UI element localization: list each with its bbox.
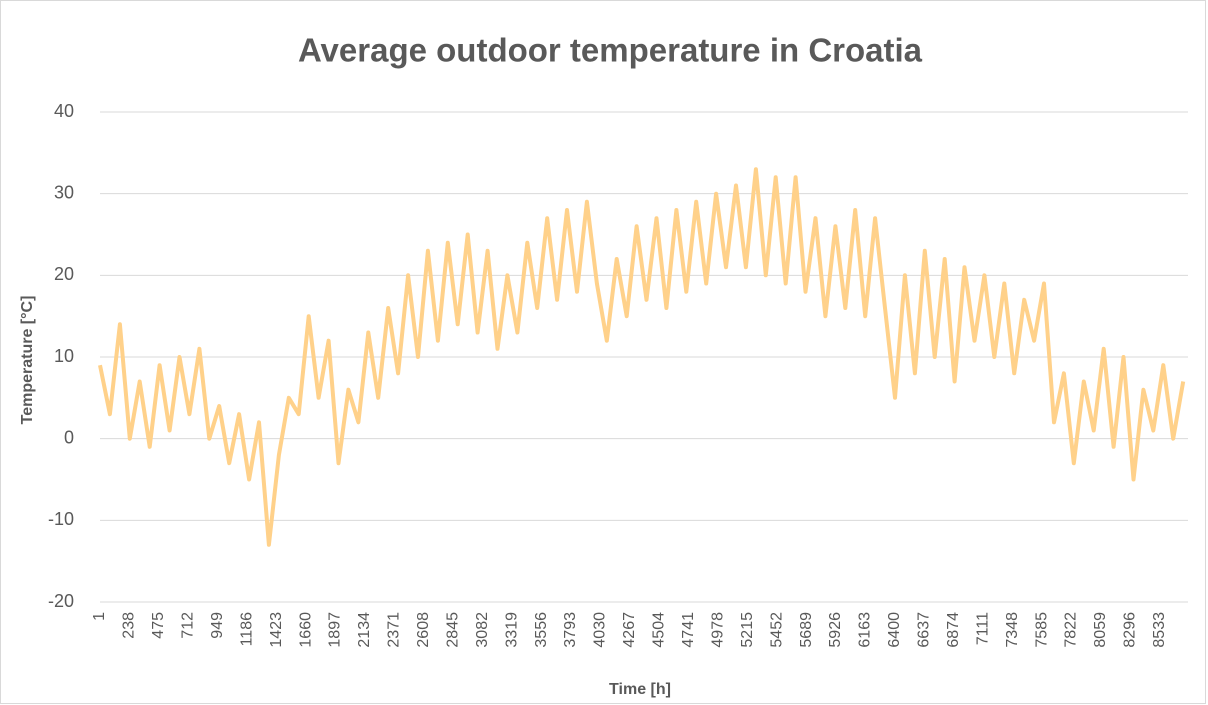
- y-tick-label: 0: [64, 427, 74, 447]
- x-tick-label: 1186: [238, 612, 255, 647]
- x-tick-label: 475: [150, 612, 167, 639]
- x-tick-label: 3082: [474, 612, 491, 648]
- y-tick-label: 10: [54, 346, 74, 366]
- x-tick-label: 949: [209, 612, 226, 639]
- y-tick-label: 40: [54, 101, 74, 121]
- x-tick-label: 5689: [798, 612, 815, 648]
- x-tick-label: 1: [91, 612, 108, 621]
- y-tick-label: 20: [54, 264, 74, 284]
- x-tick-label: 7111: [974, 612, 991, 645]
- x-tick-label: 8059: [1092, 612, 1109, 648]
- x-tick-label: 2134: [356, 612, 373, 648]
- x-tick-label: 238: [121, 612, 138, 639]
- x-tick-label: 2608: [415, 612, 432, 648]
- x-tick-label: 4030: [592, 612, 609, 648]
- x-tick-label: 5926: [827, 612, 844, 648]
- y-tick-label: -20: [48, 591, 74, 611]
- x-tick-label: 3319: [503, 612, 520, 648]
- x-tick-label: 7822: [1063, 612, 1080, 648]
- x-tick-label: 6400: [886, 612, 903, 648]
- x-tick-label: 1660: [297, 612, 314, 648]
- x-tick-label: 8533: [1151, 612, 1168, 648]
- x-tick-label: 6637: [916, 612, 933, 648]
- x-tick-label: 5452: [768, 612, 785, 648]
- temperature-line: [98, 167, 1186, 547]
- x-tick-label: 4978: [709, 612, 726, 648]
- x-tick-label: 7348: [1004, 612, 1021, 648]
- x-tick-label: 2371: [386, 612, 403, 648]
- chart-title: Average outdoor temperature in Croatia: [298, 32, 923, 69]
- x-tick-label: 5215: [739, 612, 756, 648]
- x-tick-label: 1423: [268, 612, 285, 648]
- y-axis-label: Temperature [°C]: [19, 296, 36, 425]
- x-tick-label: 4267: [621, 612, 638, 648]
- x-tick-label: 3556: [533, 612, 550, 648]
- x-tick-label: 8296: [1122, 612, 1139, 648]
- x-tick-label: 2845: [444, 612, 461, 648]
- y-tick-label: 30: [54, 182, 74, 202]
- x-tick-label: 1897: [327, 612, 344, 648]
- x-tick-label: 4741: [680, 612, 697, 648]
- x-tick-label: 4504: [651, 612, 668, 648]
- x-tick-label: 712: [180, 612, 197, 639]
- x-tick-label: 3793: [562, 612, 579, 648]
- y-tick-label: -10: [48, 509, 74, 529]
- x-tick-label: 6874: [945, 612, 962, 648]
- x-axis-label: Time [h]: [609, 681, 671, 698]
- x-tick-label: 7585: [1033, 612, 1050, 648]
- x-tick-label: 6163: [857, 612, 874, 648]
